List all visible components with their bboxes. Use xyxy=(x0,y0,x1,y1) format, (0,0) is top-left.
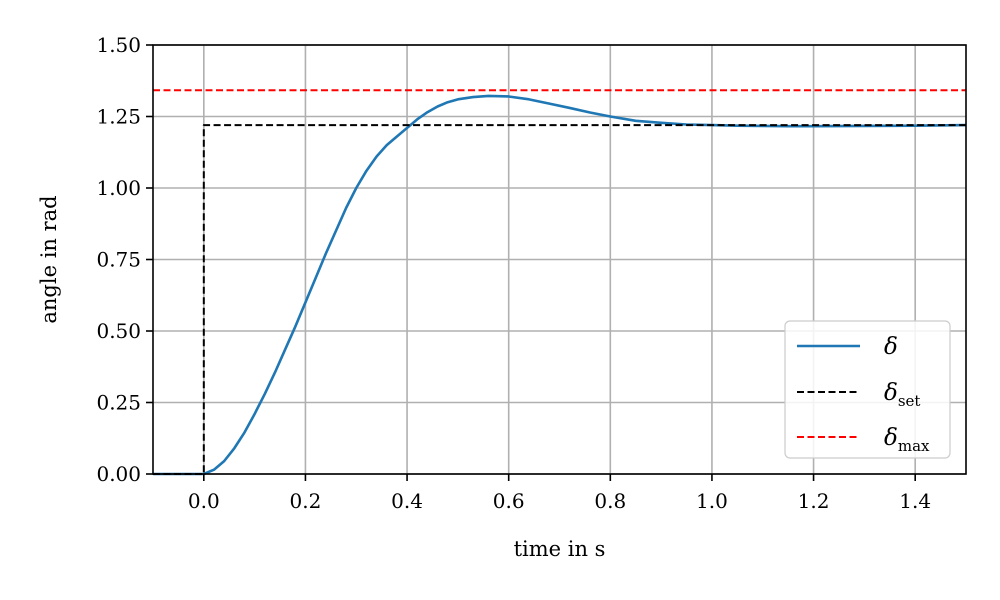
y-tick-label: 1.50 xyxy=(96,33,141,57)
legend-entry-delta-max: δmax xyxy=(884,425,930,455)
x-tick-label: 1.2 xyxy=(798,489,830,513)
x-tick-label: 0.2 xyxy=(290,489,322,513)
y-tick-label: 0.25 xyxy=(96,391,141,415)
x-tick-label: 0.4 xyxy=(391,489,423,513)
legend-entry-delta-set: δset xyxy=(884,380,920,410)
y-tick-label: 0.00 xyxy=(96,462,141,486)
x-tick-label: 1.0 xyxy=(696,489,728,513)
x-tick-label: 0.8 xyxy=(594,489,626,513)
y-tick-label: 1.25 xyxy=(96,105,141,129)
x-tick-label: 0.6 xyxy=(493,489,525,513)
x-tick-label: 0.0 xyxy=(188,489,220,513)
legend-entry-delta: δ xyxy=(884,334,898,360)
legend-box xyxy=(784,320,951,459)
x-axis-ticks: 0.0 0.2 0.4 0.6 0.8 1.0 1.2 1.4 xyxy=(188,474,931,513)
y-tick-label: 0.50 xyxy=(96,319,141,343)
x-axis-label: time in s xyxy=(514,537,606,561)
x-tick-label: 1.4 xyxy=(899,489,931,513)
y-axis-label: angle in rad xyxy=(37,195,61,323)
legend: δ δset δmax xyxy=(784,320,951,459)
y-tick-label: 1.00 xyxy=(96,176,141,200)
y-tick-label: 0.75 xyxy=(96,248,141,272)
y-axis-ticks: 0.00 0.25 0.50 0.75 1.00 1.25 1.50 xyxy=(96,33,153,486)
